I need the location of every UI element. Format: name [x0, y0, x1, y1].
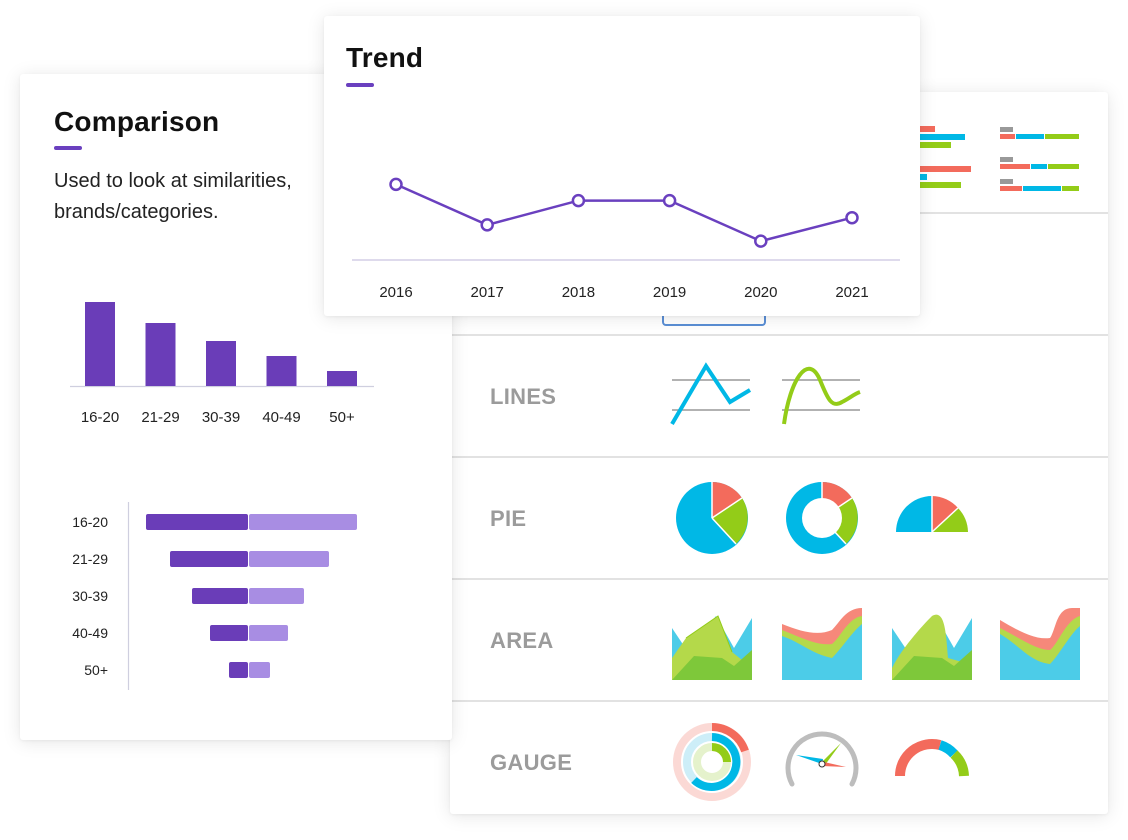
row-label-gauge: GAUGE [490, 750, 573, 775]
trend-line-chart: 2016 2017 2018 2019 2020 2021 [352, 177, 900, 301]
trend-card: Trend 2016 2017 2018 2019 2020 2021 [324, 16, 920, 316]
x-tick-label: 21-29 [141, 409, 179, 426]
bar-30-39 [206, 341, 236, 386]
row-label-area: AREA [490, 628, 554, 653]
donut-chart-thumbnail[interactable] [784, 480, 860, 556]
bar-right-30-39 [249, 588, 304, 604]
row-divider [450, 334, 1108, 336]
x-tick-label: 2021 [835, 284, 868, 301]
trend-title: Trend [346, 42, 424, 73]
semicircle-gauge-thumbnail[interactable] [892, 732, 972, 780]
bar-right-21-29 [249, 551, 329, 567]
x-tick-label: 2020 [744, 284, 777, 301]
bar-left-30-39 [192, 588, 248, 604]
trend-point-2020 [754, 234, 768, 248]
speedometer-gauge-thumbnail[interactable] [782, 722, 862, 792]
title-underline [54, 146, 82, 150]
line-chart-thumbnail-curved[interactable] [780, 360, 862, 426]
x-tick-label: 30-39 [202, 409, 240, 426]
bar-left-40-49 [210, 625, 248, 641]
half-pie-chart-thumbnail[interactable] [894, 492, 970, 536]
area-chart-thumbnail-1[interactable] [672, 608, 752, 680]
x-tick-label: 2016 [379, 284, 412, 301]
y-tick-label: 50+ [84, 662, 108, 678]
x-tick-label: 50+ [329, 409, 355, 426]
x-tick-label: 40-49 [262, 409, 300, 426]
x-tick-label: 2018 [562, 284, 595, 301]
age-bar-chart: 16-20 21-29 30-39 40-49 50+ [70, 302, 374, 426]
bar-left-16-20 [146, 514, 248, 530]
bar-chart-thumbnail-left[interactable] [915, 120, 975, 192]
area-chart-thumbnail-4[interactable] [1000, 608, 1080, 680]
bar-left-21-29 [170, 551, 248, 567]
row-divider [450, 456, 1108, 458]
comparison-description: Used to look at similarities, brands/cat… [54, 170, 292, 223]
bar-50+ [327, 371, 357, 386]
radial-gauge-thumbnail[interactable] [672, 722, 752, 802]
trend-point-2017 [480, 218, 494, 232]
bar-right-16-20 [249, 514, 357, 530]
row-label-pie: PIE [490, 506, 527, 531]
age-butterfly-chart: 16-20 21-29 30-39 40-49 50+ [72, 502, 357, 690]
bar-40-49 [266, 356, 297, 386]
y-tick-label: 16-20 [72, 514, 108, 530]
y-tick-label: 40-49 [72, 625, 108, 641]
bar-21-29 [145, 323, 176, 386]
bar-16-20 [85, 302, 115, 386]
row-divider [450, 578, 1108, 580]
trend-point-2018 [571, 193, 586, 208]
area-chart-thumbnail-2[interactable] [782, 608, 862, 680]
comparison-title: Comparison [54, 106, 220, 137]
hidden-button-edge[interactable] [662, 314, 766, 326]
trend-series-line [395, 183, 853, 243]
area-chart-thumbnail-3[interactable] [892, 608, 972, 680]
bar-chart-thumbnails[interactable] [915, 120, 1085, 192]
trend-point-2019 [662, 193, 677, 208]
line-chart-thumbnail-straight[interactable] [670, 360, 752, 426]
trend-point-2021 [845, 210, 859, 225]
y-tick-label: 21-29 [72, 551, 108, 567]
x-tick-label: 2019 [653, 284, 686, 301]
pie-chart-thumbnail[interactable] [674, 480, 750, 556]
bar-right-50+ [249, 662, 270, 678]
row-divider [450, 700, 1108, 702]
bar-right-40-49 [249, 625, 288, 641]
x-tick-label: 16-20 [81, 409, 119, 426]
trend-point-2016 [389, 177, 403, 192]
title-underline [346, 83, 374, 87]
bar-left-50+ [229, 662, 248, 678]
row-label-lines: LINES [490, 384, 557, 409]
x-tick-label: 2017 [471, 284, 504, 301]
y-tick-label: 30-39 [72, 588, 108, 604]
